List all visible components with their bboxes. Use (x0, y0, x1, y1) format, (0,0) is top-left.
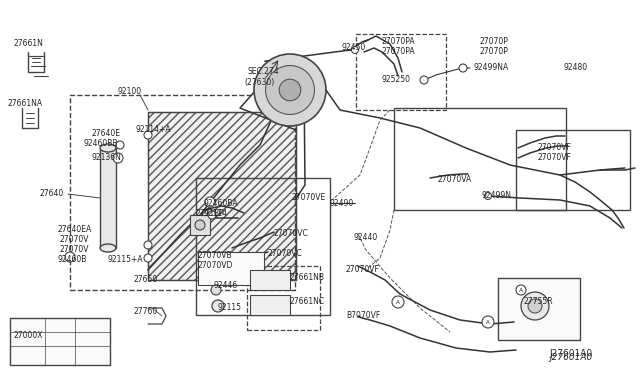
Circle shape (195, 220, 205, 230)
Text: 27760: 27760 (133, 307, 157, 315)
Text: 27661N: 27661N (14, 39, 44, 48)
Text: 92136N: 92136N (91, 154, 121, 163)
Text: 27640E: 27640E (91, 128, 120, 138)
Circle shape (528, 299, 542, 313)
Text: SEC.274: SEC.274 (247, 67, 278, 77)
Circle shape (113, 153, 123, 163)
Bar (498, 278, 580, 340)
Text: 27070P: 27070P (480, 38, 509, 46)
Text: 27070VF: 27070VF (537, 144, 571, 153)
Circle shape (266, 65, 314, 115)
Bar (70, 95, 295, 290)
Text: 27650: 27650 (133, 275, 157, 283)
Text: J27601A0: J27601A0 (549, 350, 592, 359)
Text: 92480: 92480 (564, 64, 588, 73)
Text: 27070VF: 27070VF (537, 154, 571, 163)
Text: 27070VC: 27070VC (274, 230, 308, 238)
Text: B7070VF: B7070VF (346, 311, 380, 321)
Text: A: A (486, 320, 490, 324)
Text: 27755R: 27755R (524, 296, 554, 305)
Text: 92100: 92100 (118, 87, 142, 96)
Circle shape (420, 76, 428, 84)
Text: 27070PA: 27070PA (381, 48, 415, 57)
Text: 27070VA: 27070VA (437, 174, 471, 183)
Text: 925250: 925250 (381, 76, 410, 84)
Circle shape (279, 79, 301, 101)
Bar (250, 270, 290, 290)
Bar (394, 108, 566, 210)
Circle shape (116, 141, 124, 149)
Text: 27070PA: 27070PA (381, 38, 415, 46)
Text: 27718P: 27718P (196, 208, 225, 218)
Text: 92490: 92490 (329, 199, 353, 208)
Text: 92114+A: 92114+A (136, 125, 172, 135)
Circle shape (521, 292, 549, 320)
Text: 27640EA: 27640EA (57, 224, 92, 234)
Text: A: A (396, 299, 400, 305)
Bar (10, 318, 110, 365)
Bar (190, 215, 210, 235)
Bar (516, 130, 630, 210)
Text: 92440: 92440 (353, 232, 377, 241)
Text: 92114: 92114 (204, 209, 228, 218)
Text: 27640: 27640 (40, 189, 64, 199)
Circle shape (459, 64, 467, 72)
Text: 27070P: 27070P (480, 48, 509, 57)
Text: 92460BA: 92460BA (204, 199, 239, 208)
Bar (247, 266, 320, 330)
Circle shape (65, 252, 75, 262)
Text: 92115+A: 92115+A (108, 254, 143, 263)
Text: 92446: 92446 (213, 282, 237, 291)
Circle shape (211, 285, 221, 295)
Text: 27070VC: 27070VC (268, 250, 303, 259)
Circle shape (351, 46, 358, 54)
Circle shape (460, 64, 467, 71)
Text: 27070VB: 27070VB (198, 250, 232, 260)
Bar (356, 34, 446, 110)
Text: 27070VE: 27070VE (292, 192, 326, 202)
Circle shape (205, 197, 215, 207)
Text: 92499NA: 92499NA (474, 64, 509, 73)
Text: 92460B: 92460B (57, 254, 86, 263)
Bar (148, 112, 296, 280)
Bar (198, 252, 264, 285)
Circle shape (516, 285, 526, 295)
Circle shape (392, 296, 404, 308)
Circle shape (254, 54, 326, 126)
Circle shape (144, 131, 152, 139)
Circle shape (484, 192, 492, 199)
Ellipse shape (100, 144, 116, 152)
Text: 27070VF: 27070VF (346, 264, 380, 273)
Text: (27630): (27630) (244, 77, 275, 87)
Circle shape (212, 300, 224, 312)
Bar (250, 295, 290, 315)
Text: 92450: 92450 (341, 42, 365, 51)
Circle shape (144, 241, 152, 249)
Circle shape (144, 254, 152, 262)
Text: 92115: 92115 (218, 304, 242, 312)
Text: 27070V: 27070V (60, 234, 90, 244)
Bar (100, 148, 116, 248)
Circle shape (482, 316, 494, 328)
Text: A: A (519, 288, 523, 292)
Text: 27661NA: 27661NA (8, 99, 43, 108)
Text: J27601A0: J27601A0 (549, 353, 592, 362)
Circle shape (208, 211, 216, 219)
Text: 92460BB: 92460BB (84, 138, 118, 148)
Ellipse shape (100, 244, 116, 252)
Text: 27661NB: 27661NB (289, 273, 324, 282)
Text: 27070VD: 27070VD (198, 260, 234, 269)
Text: 27070V: 27070V (60, 244, 90, 253)
Text: 92499N: 92499N (481, 192, 511, 201)
Text: 27661NC: 27661NC (289, 298, 324, 307)
Polygon shape (148, 112, 296, 280)
Text: 27000X: 27000X (14, 330, 44, 340)
Bar (196, 178, 330, 315)
